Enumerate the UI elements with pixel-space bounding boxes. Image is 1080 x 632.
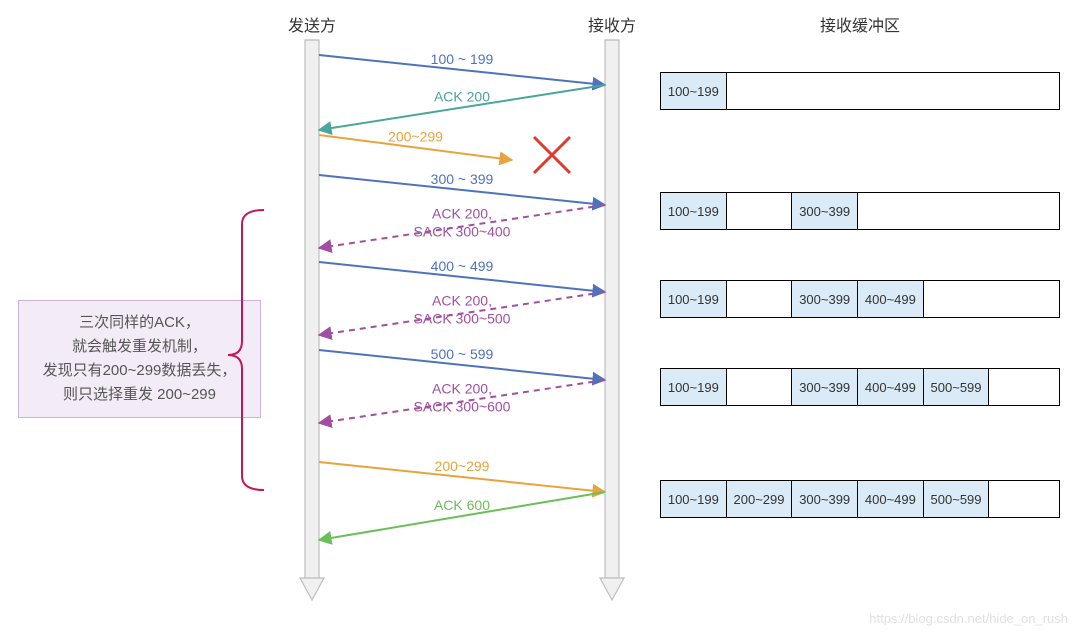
buffer-cell: 300~399: [792, 281, 858, 317]
message-label-m5-1: ACK 200,: [432, 206, 492, 222]
message-label-m5-2: SACK 300~400: [414, 224, 511, 240]
buffer-cell: 100~199: [661, 73, 727, 109]
buffer-cell: [727, 73, 1059, 109]
buffer-cell: [924, 281, 1059, 317]
message-label-m4: 300 ~ 399: [431, 171, 494, 187]
message-label-m7-2: SACK 300~500: [414, 311, 511, 327]
message-label-m6: 400 ~ 499: [431, 258, 494, 274]
buffer-state-4: 100~199 300~399400~499500~599: [660, 368, 1060, 406]
buffer-state-5: 100~199200~299300~399400~499500~599: [660, 480, 1060, 518]
message-label-m8: 500 ~ 599: [431, 346, 494, 362]
buffer-state-1: 100~199: [660, 72, 1060, 110]
buffer-cell: 400~499: [858, 369, 924, 405]
buffer-cell: 100~199: [661, 369, 727, 405]
buffer-cell: [989, 369, 1059, 405]
buffer-cell: 100~199: [661, 193, 727, 229]
buffer-cell: 400~499: [858, 481, 924, 517]
buffer-state-2: 100~199 300~399: [660, 192, 1060, 230]
message-label-m9-2: SACK 300~600: [414, 399, 511, 415]
buffer-cell: 400~499: [858, 281, 924, 317]
buffer-cell: 100~199: [661, 481, 727, 517]
buffer-cell: [727, 193, 793, 229]
buffer-cell: [858, 193, 1059, 229]
buffer-cell: 300~399: [792, 481, 858, 517]
buffer-cell: 300~399: [792, 193, 858, 229]
message-label-m1: 100 ~ 199: [431, 51, 494, 67]
buffer-cell: 500~599: [924, 481, 990, 517]
buffer-state-3: 100~199 300~399400~499: [660, 280, 1060, 318]
buffer-cell: 100~199: [661, 281, 727, 317]
buffer-cell: [727, 369, 793, 405]
buffer-cell: [727, 281, 793, 317]
message-label-m9-1: ACK 200,: [432, 381, 492, 397]
buffer-cell: 500~599: [924, 369, 990, 405]
message-label-m10: 200~299: [435, 458, 490, 474]
message-label-m3: 200~299: [388, 129, 443, 145]
lost-packet-cross: [534, 137, 570, 173]
watermark: https://blog.csdn.net/hide_on_rush: [869, 611, 1068, 626]
annotation-brace: [228, 210, 264, 490]
buffer-cell: 200~299: [727, 481, 793, 517]
buffer-cell: [989, 481, 1059, 517]
message-label-m2: ACK 200: [434, 89, 490, 105]
message-label-m11: ACK 600: [434, 497, 490, 513]
buffer-cell: 300~399: [792, 369, 858, 405]
message-label-m7-1: ACK 200,: [432, 293, 492, 309]
